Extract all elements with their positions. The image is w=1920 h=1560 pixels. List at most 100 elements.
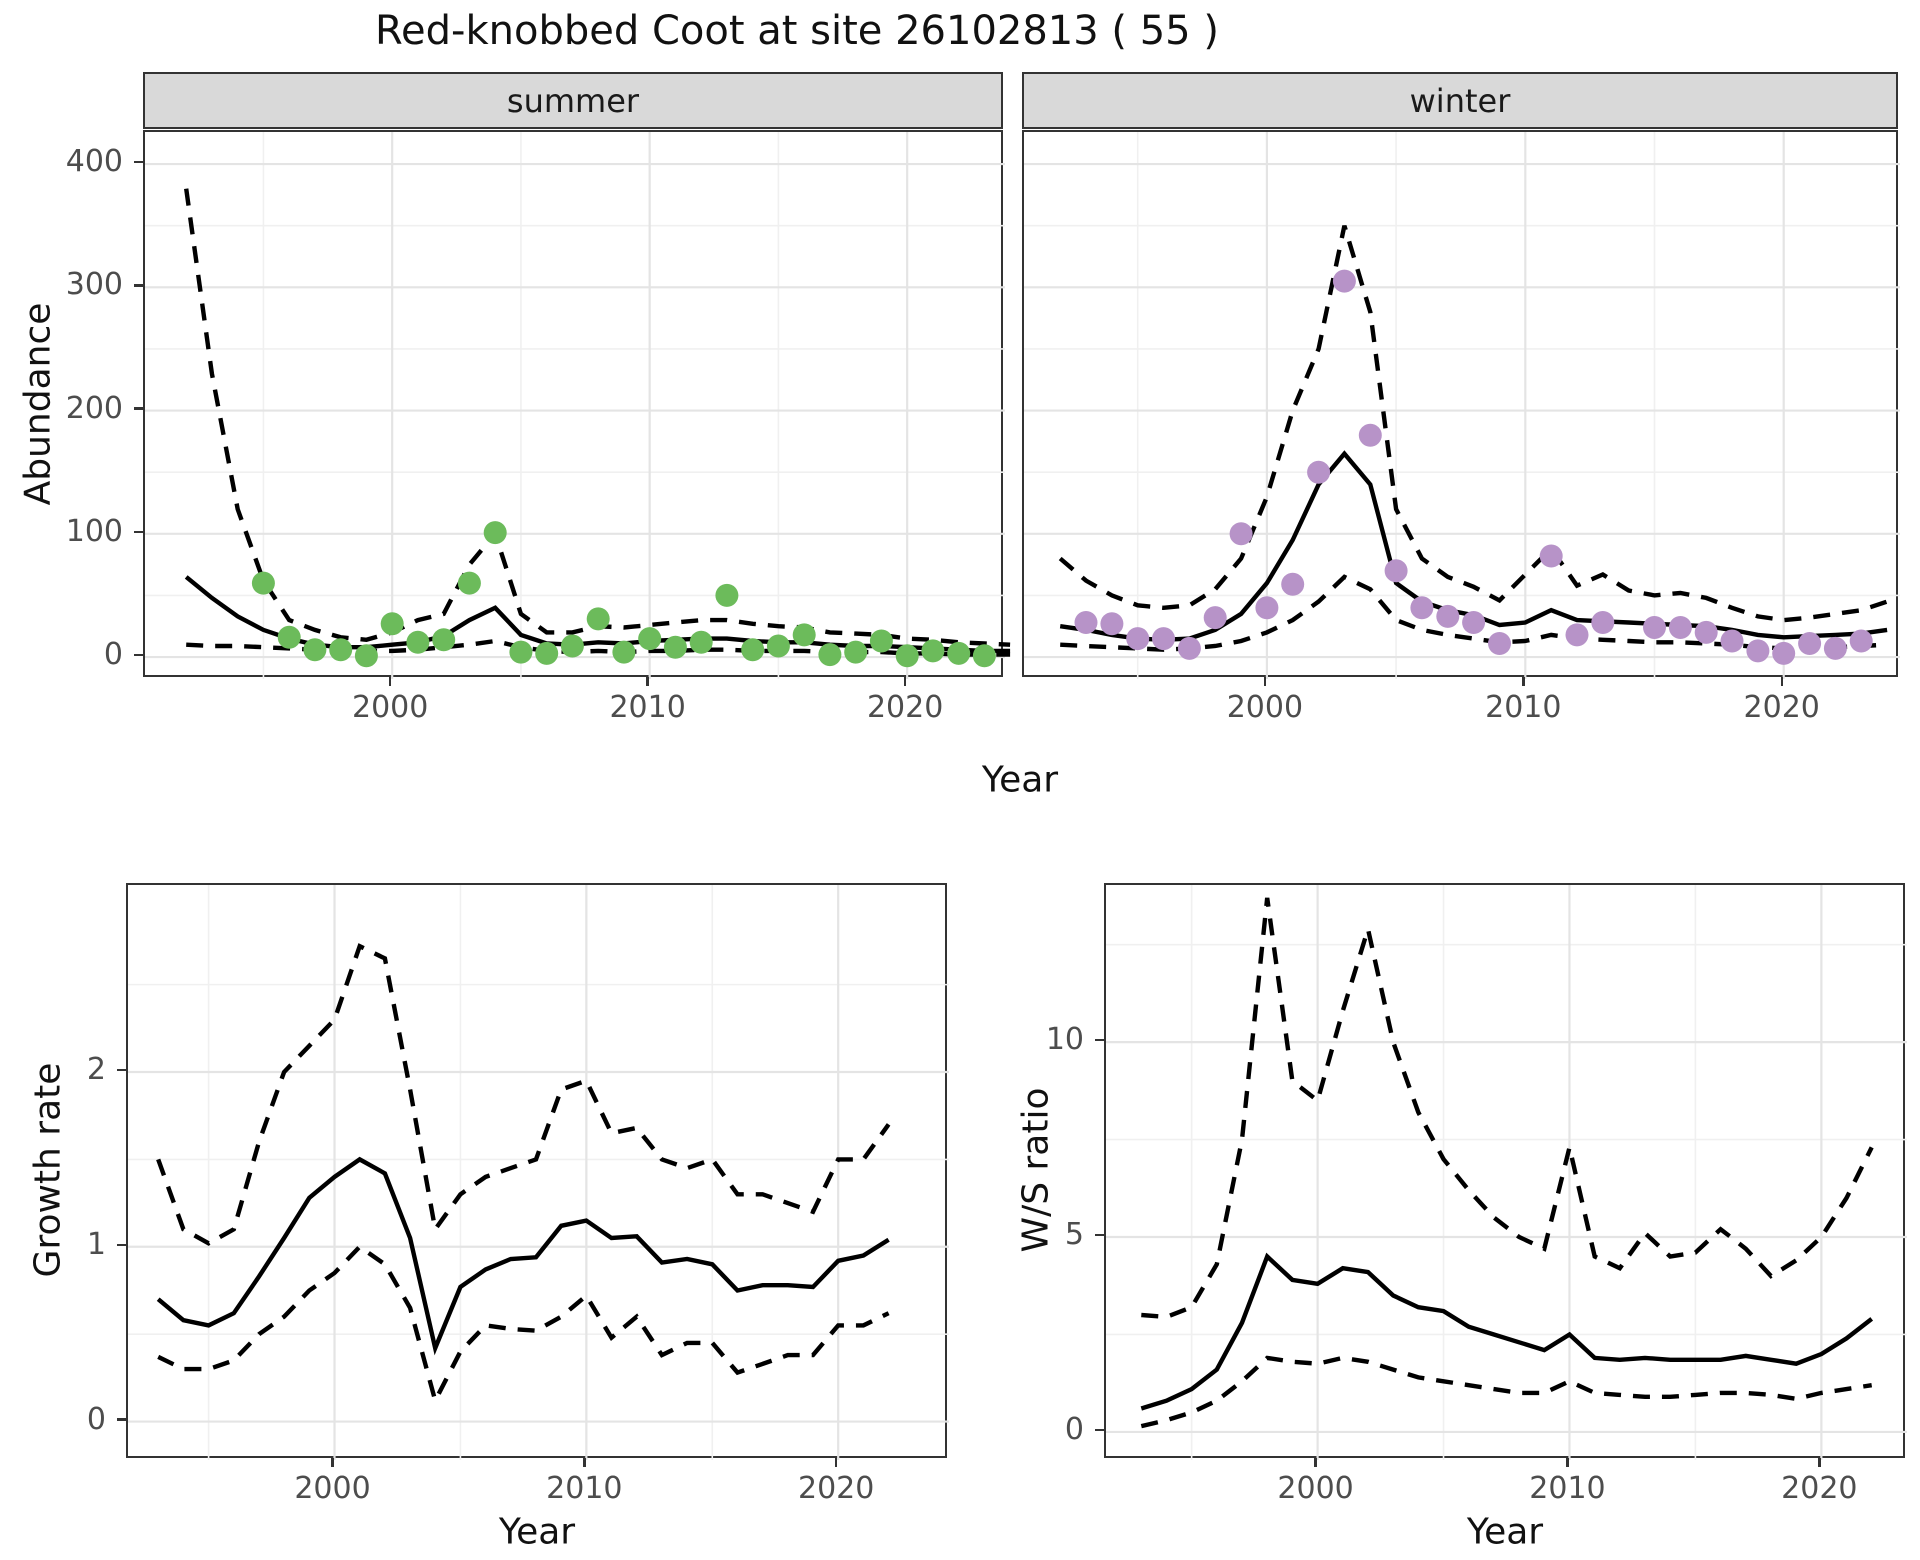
y-tick-label: 10: [1045, 1022, 1084, 1058]
x-tick-mark: [1780, 677, 1784, 686]
summer-data-point: [741, 638, 765, 662]
winter-data-point: [1643, 616, 1666, 639]
winter-data-point: [1332, 269, 1356, 293]
x-tick-mark: [1314, 1458, 1317, 1467]
winter-data-point: [1565, 623, 1589, 647]
y-tick-label: 0: [86, 1401, 106, 1437]
winter-data-point: [1436, 604, 1460, 628]
summer-data-point: [251, 571, 275, 595]
ci-upper-line: [184, 188, 1011, 647]
y-tick-mark: [117, 1068, 126, 1072]
x-tick-label: 2000: [1226, 690, 1304, 725]
x-tick-label: 2000: [294, 1471, 371, 1506]
y-tick-mark: [1095, 1428, 1104, 1432]
summer-data-point: [483, 521, 507, 545]
x-tick-mark: [1566, 1458, 1569, 1467]
y-tick-label: 2: [86, 1052, 106, 1087]
x-tick-label: 2020: [1743, 690, 1820, 725]
summer-data-point: [432, 628, 456, 652]
y-tick-mark: [117, 1418, 126, 1421]
x-tick-mark: [1263, 677, 1267, 686]
y-tick-label: 300: [65, 267, 123, 303]
y-tick-label: 5: [1064, 1217, 1084, 1253]
bottom-left-year-axis-title: Year: [498, 1511, 576, 1553]
bottom-right-year-axis-title: Year: [1466, 1511, 1544, 1553]
winter-data-point: [1281, 572, 1305, 596]
x-tick-mark: [903, 677, 907, 686]
winter-data-point: [1074, 611, 1098, 634]
summer-data-point: [715, 583, 739, 607]
ci-upper-line: [156, 943, 891, 1246]
summer-data-point: [869, 629, 893, 653]
winter-data-point: [1307, 460, 1331, 484]
summer-data-point: [277, 625, 301, 649]
top-year-axis-title: Year: [981, 759, 1059, 801]
panel-summer-abundance: [143, 130, 1011, 679]
ci-lower-line: [1140, 1355, 1873, 1429]
summer-data-point: [947, 641, 971, 665]
winter-data-point: [1100, 612, 1124, 636]
summer-data-point: [509, 640, 533, 664]
ci-upper-line: [1141, 897, 1874, 1320]
summer-data-point: [535, 641, 559, 665]
y-tick-mark: [134, 284, 143, 287]
facet-strip-summer-label: summer: [506, 81, 640, 120]
winter-data-point: [1772, 641, 1796, 665]
mean-line: [1140, 1252, 1874, 1411]
summer-data-point: [354, 644, 378, 668]
x-tick-label: 2010: [546, 1471, 623, 1506]
summer-data-point: [818, 643, 842, 667]
winter-data-point: [1203, 606, 1227, 630]
y-tick-mark: [134, 653, 143, 657]
winter-data-point: [1177, 636, 1201, 660]
summer-data-point: [329, 638, 353, 662]
panel-growth-rate: [126, 883, 949, 1460]
facet-strip-summer: summer: [143, 72, 1003, 129]
summer-data-point: [406, 630, 430, 654]
y-tick-label: 400: [65, 144, 123, 180]
y-tick-mark: [1095, 1233, 1104, 1237]
winter-data-point: [1126, 627, 1150, 651]
x-tick-label: 2020: [1781, 1471, 1858, 1506]
winter-data-point: [1358, 423, 1382, 447]
summer-data-point: [663, 635, 687, 659]
winter-data-point: [1694, 620, 1718, 644]
x-tick-mark: [834, 1458, 838, 1467]
x-tick-label: 2010: [609, 690, 686, 725]
x-tick-mark: [646, 677, 649, 686]
y-tick-mark: [134, 160, 143, 164]
summer-data-point: [921, 639, 945, 663]
summer-data-point: [766, 634, 790, 658]
panel-winter-abundance: [1022, 130, 1900, 679]
winter-data-point: [1229, 522, 1253, 546]
x-tick-mark: [388, 677, 392, 686]
winter-data-point: [1488, 632, 1511, 655]
x-tick-mark: [583, 1458, 586, 1467]
winter-data-point: [1591, 611, 1615, 634]
summer-data-point: [895, 644, 919, 668]
winter-data-point: [1746, 639, 1770, 663]
x-tick-mark: [1818, 1458, 1821, 1467]
panel-ws-ratio: [1104, 883, 1907, 1460]
summer-data-point: [612, 640, 636, 664]
y-tick-label: 0: [103, 637, 123, 673]
summer-data-point: [586, 607, 610, 631]
winter-data-point: [1255, 596, 1279, 620]
summer-data-point: [303, 638, 327, 662]
x-tick-label: 2010: [1529, 1471, 1606, 1506]
mean-line: [156, 1156, 890, 1356]
y-tick-label: 1: [86, 1226, 106, 1262]
summer-data-point: [560, 634, 584, 658]
y-tick-mark: [117, 1243, 126, 1247]
winter-data-point: [1798, 632, 1822, 655]
summer-data-point: [638, 627, 662, 651]
x-tick-label: 2010: [1485, 690, 1562, 725]
ci-lower-line: [157, 1243, 890, 1407]
winter-data-point: [1849, 629, 1873, 653]
winter-data-point: [1384, 559, 1408, 583]
x-tick-label: 2020: [866, 690, 944, 725]
winter-data-point: [1823, 636, 1847, 660]
summer-data-point: [972, 644, 996, 668]
y-tick-mark: [134, 407, 143, 410]
winter-data-point: [1539, 544, 1563, 568]
